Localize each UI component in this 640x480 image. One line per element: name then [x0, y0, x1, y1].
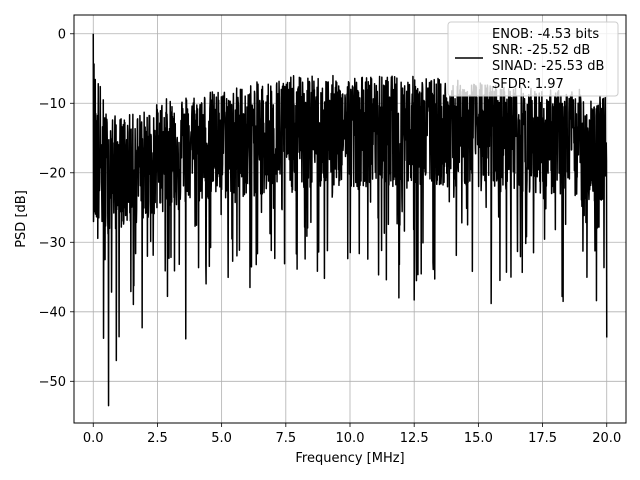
- x-tick-label: 10.0: [336, 431, 365, 446]
- x-tick-label: 15.0: [464, 431, 493, 446]
- x-tick-label: 5.0: [211, 431, 232, 446]
- y-tick-label: 0: [58, 27, 66, 42]
- legend-entry-enob: ENOB: -4.53 bits: [492, 27, 599, 42]
- x-tick-label: 12.5: [400, 431, 429, 446]
- y-tick-label: −40: [39, 305, 66, 320]
- x-tick-label: 0.0: [83, 431, 104, 446]
- x-tick-label: 20.0: [592, 431, 621, 446]
- y-tick-label: −30: [39, 236, 66, 251]
- x-tick-label: 17.5: [528, 431, 557, 446]
- x-tick-label: 7.5: [275, 431, 296, 446]
- y-tick-label: −20: [39, 166, 66, 181]
- legend-entry-snr: SNR: -25.52 dB: [492, 43, 590, 58]
- legend-entry-sfdr: SFDR: 1.97: [492, 77, 564, 92]
- y-tick-label: −10: [39, 97, 66, 112]
- y-axis-label: PSD [dB]: [14, 190, 29, 248]
- psd-series-line: [92, 33, 608, 407]
- series-psd-line: [92, 33, 608, 407]
- x-axis-label: Frequency [MHz]: [295, 451, 404, 466]
- legend-entry-sinad: SINAD: -25.53 dB: [492, 59, 604, 74]
- y-axis-ticks: 0 −10 −20 −30 −40 −50: [39, 27, 74, 390]
- x-tick-label: 2.5: [147, 431, 168, 446]
- x-axis-ticks: 0.0 2.5 5.0 7.5 10.0 12.5 15.0 17.5 20.0: [83, 423, 621, 446]
- y-tick-label: −50: [39, 375, 66, 390]
- legend-box: [447, 21, 619, 97]
- legend: ENOB: -4.53 bits SNR: -25.52 dB SINAD: -…: [447, 21, 619, 97]
